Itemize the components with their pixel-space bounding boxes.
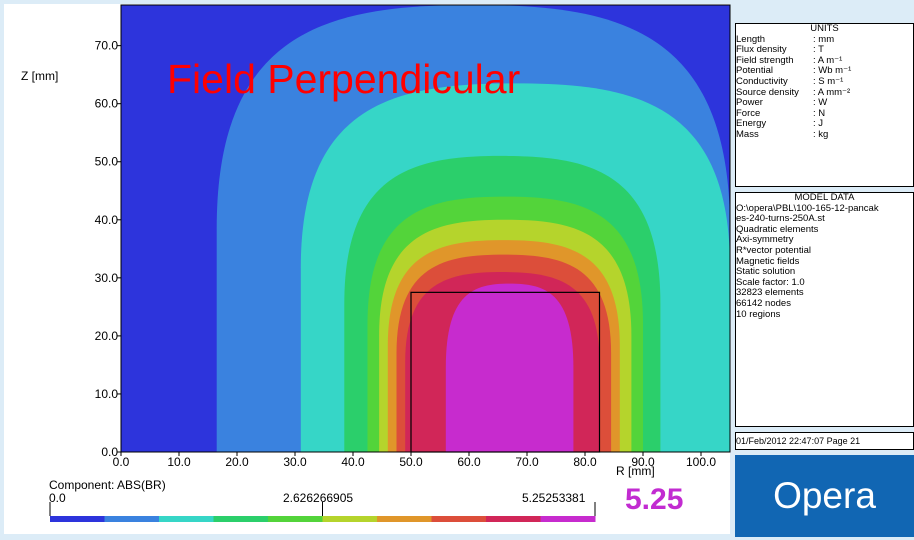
units-row-label: Mass xyxy=(736,128,759,140)
units-row-value: : kg xyxy=(813,128,829,140)
opera-logo: Opera xyxy=(735,455,914,537)
units-panel: UNITS Length: mm Flux density: T Field str… xyxy=(735,23,914,187)
units-row: Energy : J xyxy=(736,119,913,130)
x-tick-label: 60.0 xyxy=(457,455,481,469)
x-axis-label: R [mm] xyxy=(616,464,655,478)
units-row-label: Flux density xyxy=(736,44,787,56)
x-tick-label: 30.0 xyxy=(283,455,307,469)
units-row-label: Force xyxy=(736,107,761,119)
units-row-label: Source density xyxy=(736,86,799,98)
units-row-value: : A mm⁻² xyxy=(813,86,851,98)
x-tick-label: 50.0 xyxy=(399,455,423,469)
x-tick-label: 90.0 xyxy=(631,455,655,469)
units-row: Conductivity : S m⁻¹ xyxy=(736,75,913,88)
model-data-line: es-240-turns-250A.st xyxy=(736,213,825,225)
x-tick-label: 20.0 xyxy=(225,455,249,469)
x-tick-label: 70.0 xyxy=(515,455,539,469)
units-row-value: : T xyxy=(813,44,824,56)
model-data-panel: MODEL DATA O:\opera\PBL\100-165-12-panca… xyxy=(735,192,914,427)
units-row-value: : mm xyxy=(813,33,835,45)
scale-swatch xyxy=(540,516,596,522)
model-data-line: 32823 elements xyxy=(736,287,804,299)
units-panel-title: UNITS xyxy=(810,23,839,34)
scale-max-label: 5.25253381 xyxy=(522,491,586,505)
units-row: Mass : kg xyxy=(736,128,913,141)
model-data-title: MODEL DATA xyxy=(794,192,855,203)
max-value-readout: 5.25 xyxy=(625,483,684,516)
y-tick-label: 60.0 xyxy=(95,97,119,111)
footer-panel: 01/Feb/2012 22:47:07 Page 21 xyxy=(735,432,914,450)
units-row-value: : S m⁻¹ xyxy=(813,75,844,87)
units-row-label: Length xyxy=(736,33,766,45)
scale-swatch xyxy=(431,516,487,522)
units-row: Source density : A mm⁻² xyxy=(736,86,913,99)
model-data-line: Magnetic fields xyxy=(736,255,800,267)
y-tick-label: 20.0 xyxy=(95,329,119,343)
scale-swatch xyxy=(50,516,105,522)
units-row: Potential : Wb m⁻¹ xyxy=(736,66,913,77)
timestamp-page: 01/Feb/2012 22:47:07 Page 21 xyxy=(736,436,861,446)
x-tick-label: 0.0 xyxy=(113,455,130,469)
scale-min-label: 0.0 xyxy=(49,491,66,505)
model-data-line: R*vector potential xyxy=(736,244,811,256)
units-row-label: Potential xyxy=(736,65,773,77)
scale-swatch xyxy=(104,516,160,522)
y-axis-ticks: 0.0 10.0 20.0 30.0 40.0 50.0 60.0 70.0 xyxy=(95,39,121,459)
units-row: Field strength : A m⁻¹ xyxy=(736,54,913,67)
units-row-value: : W xyxy=(813,97,828,109)
y-tick-label: 50.0 xyxy=(95,155,119,169)
coil-region-outline xyxy=(410,291,601,453)
band-9 xyxy=(445,283,574,452)
y-tick-label: 0.0 xyxy=(101,445,118,459)
scale-mid-label: 2.626266905 xyxy=(283,491,354,505)
model-data-line: Scale factor: 1.0 xyxy=(736,276,805,288)
units-row-label: Field strength xyxy=(736,54,794,66)
scale-swatch xyxy=(268,516,323,522)
x-axis-ticks: 0.0 10.0 20.0 30.0 40.0 50.0 60.0 70.0 80.0 90.0 1… xyxy=(113,452,716,469)
model-data-line: Quadratic elements xyxy=(736,223,819,235)
model-data-line: O:\opera\PBL\100-165-12-pancak xyxy=(736,202,879,214)
scale-swatch xyxy=(159,516,214,522)
plot-title: Field Perpendicular xyxy=(167,56,521,102)
units-row: Force : N xyxy=(736,107,913,120)
color-scale-bar xyxy=(49,502,596,522)
units-row-value: : Wb m⁻¹ xyxy=(813,65,852,77)
component-label: Component: ABS(BR) xyxy=(49,478,166,492)
model-data-line: 66142 nodes xyxy=(736,297,791,309)
y-tick-label: 40.0 xyxy=(95,213,119,227)
units-row: Length : mm xyxy=(736,33,913,46)
x-tick-label: 40.0 xyxy=(341,455,365,469)
y-tick-label: 10.0 xyxy=(95,387,119,401)
units-row-label: Energy xyxy=(736,118,767,130)
x-tick-label: 80.0 xyxy=(573,455,597,469)
model-data-line: Static solution xyxy=(736,266,796,278)
units-row-value: : N xyxy=(813,107,826,119)
y-tick-label: 30.0 xyxy=(95,271,119,285)
units-row-value: : A m⁻¹ xyxy=(813,54,843,66)
x-tick-label: 10.0 xyxy=(167,455,191,469)
units-row: Flux density : T xyxy=(736,45,913,56)
scale-swatch xyxy=(486,516,541,522)
model-data-line: 10 regions xyxy=(736,308,781,320)
x-tick-label: 100.0 xyxy=(686,455,716,469)
scale-swatch xyxy=(377,516,432,522)
units-row-label: Power xyxy=(736,97,763,109)
scale-swatch xyxy=(322,516,378,522)
model-data-line: Axi-symmetry xyxy=(736,234,794,246)
contour-bands xyxy=(121,5,730,452)
units-row-label: Conductivity xyxy=(736,75,788,87)
y-tick-label: 70.0 xyxy=(95,39,119,53)
units-row-value: : J xyxy=(813,118,824,130)
scale-swatch xyxy=(213,516,269,522)
units-row: Power : W xyxy=(736,98,913,109)
y-axis-label: Z [mm] xyxy=(21,69,59,83)
